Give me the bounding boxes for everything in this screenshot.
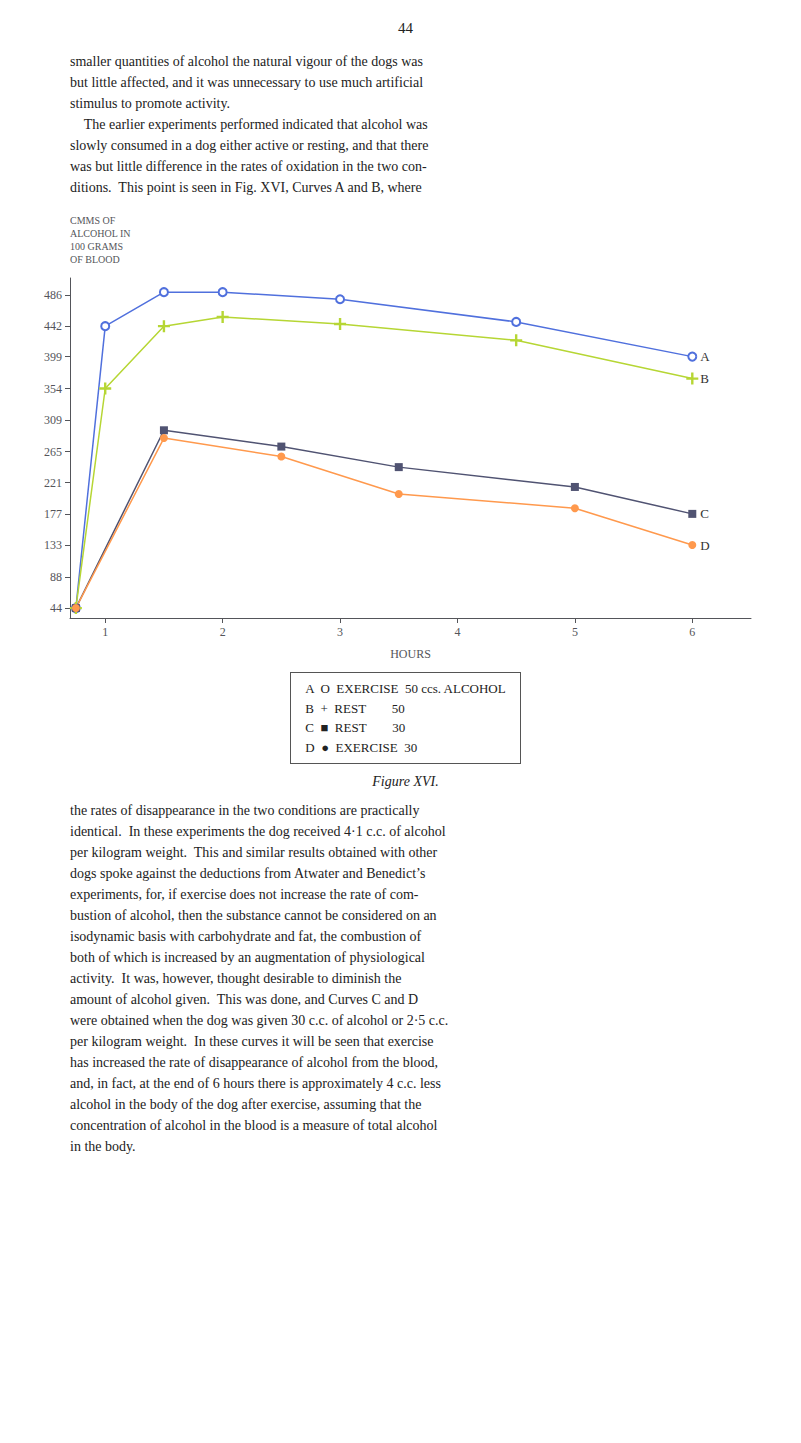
svg-text:2: 2 xyxy=(220,625,226,639)
svg-text:3: 3 xyxy=(337,625,343,639)
svg-text:OF BLOOD: OF BLOOD xyxy=(70,254,120,265)
svg-text:354: 354 xyxy=(44,382,62,396)
html-text:44: 44 xyxy=(398,20,413,36)
svg-text:309: 309 xyxy=(44,413,62,427)
svg-text:177: 177 xyxy=(44,507,62,521)
html-text:the rates of disappearance in: the rates of disappearance in the two co… xyxy=(70,803,449,1154)
svg-text:399: 399 xyxy=(44,350,62,364)
svg-text:6: 6 xyxy=(689,625,695,639)
svg-text:HOURS: HOURS xyxy=(390,647,431,661)
svg-text:88: 88 xyxy=(50,570,62,584)
svg-text:133: 133 xyxy=(44,538,62,552)
svg-text:5: 5 xyxy=(572,625,578,639)
html-text:Figure XVI.: Figure XVI. xyxy=(372,774,439,789)
svg-text:ALCOHOL IN: ALCOHOL IN xyxy=(70,228,130,239)
html-text:D ● EXERCISE 30: D ● EXERCISE 30 xyxy=(305,739,418,755)
svg-text:A: A xyxy=(700,349,710,364)
svg-text:265: 265 xyxy=(44,445,62,459)
html-text:B + REST 50: B + REST 50 xyxy=(305,700,405,716)
svg-text:CMMS OF: CMMS OF xyxy=(70,215,116,226)
svg-text:4: 4 xyxy=(454,625,460,639)
svg-text:486: 486 xyxy=(44,288,62,302)
svg-text:442: 442 xyxy=(44,319,62,333)
svg-text:100 GRAMS: 100 GRAMS xyxy=(70,241,123,252)
svg-text:D: D xyxy=(700,538,709,553)
svg-text:B: B xyxy=(700,371,709,386)
svg-text:44: 44 xyxy=(50,601,62,615)
html-text:A O EXERCISE 50 ccs. ALCOHOL: A O EXERCISE 50 ccs. ALCOHOL xyxy=(305,681,506,696)
html-text:C ■ REST 30: C ■ REST 30 xyxy=(305,720,406,735)
svg-text:1: 1 xyxy=(102,625,108,639)
svg-text:221: 221 xyxy=(44,476,62,490)
html-text:smaller quantities of alcohol: smaller quantities of alcohol the natura… xyxy=(70,54,429,195)
svg-text:C: C xyxy=(700,506,709,521)
